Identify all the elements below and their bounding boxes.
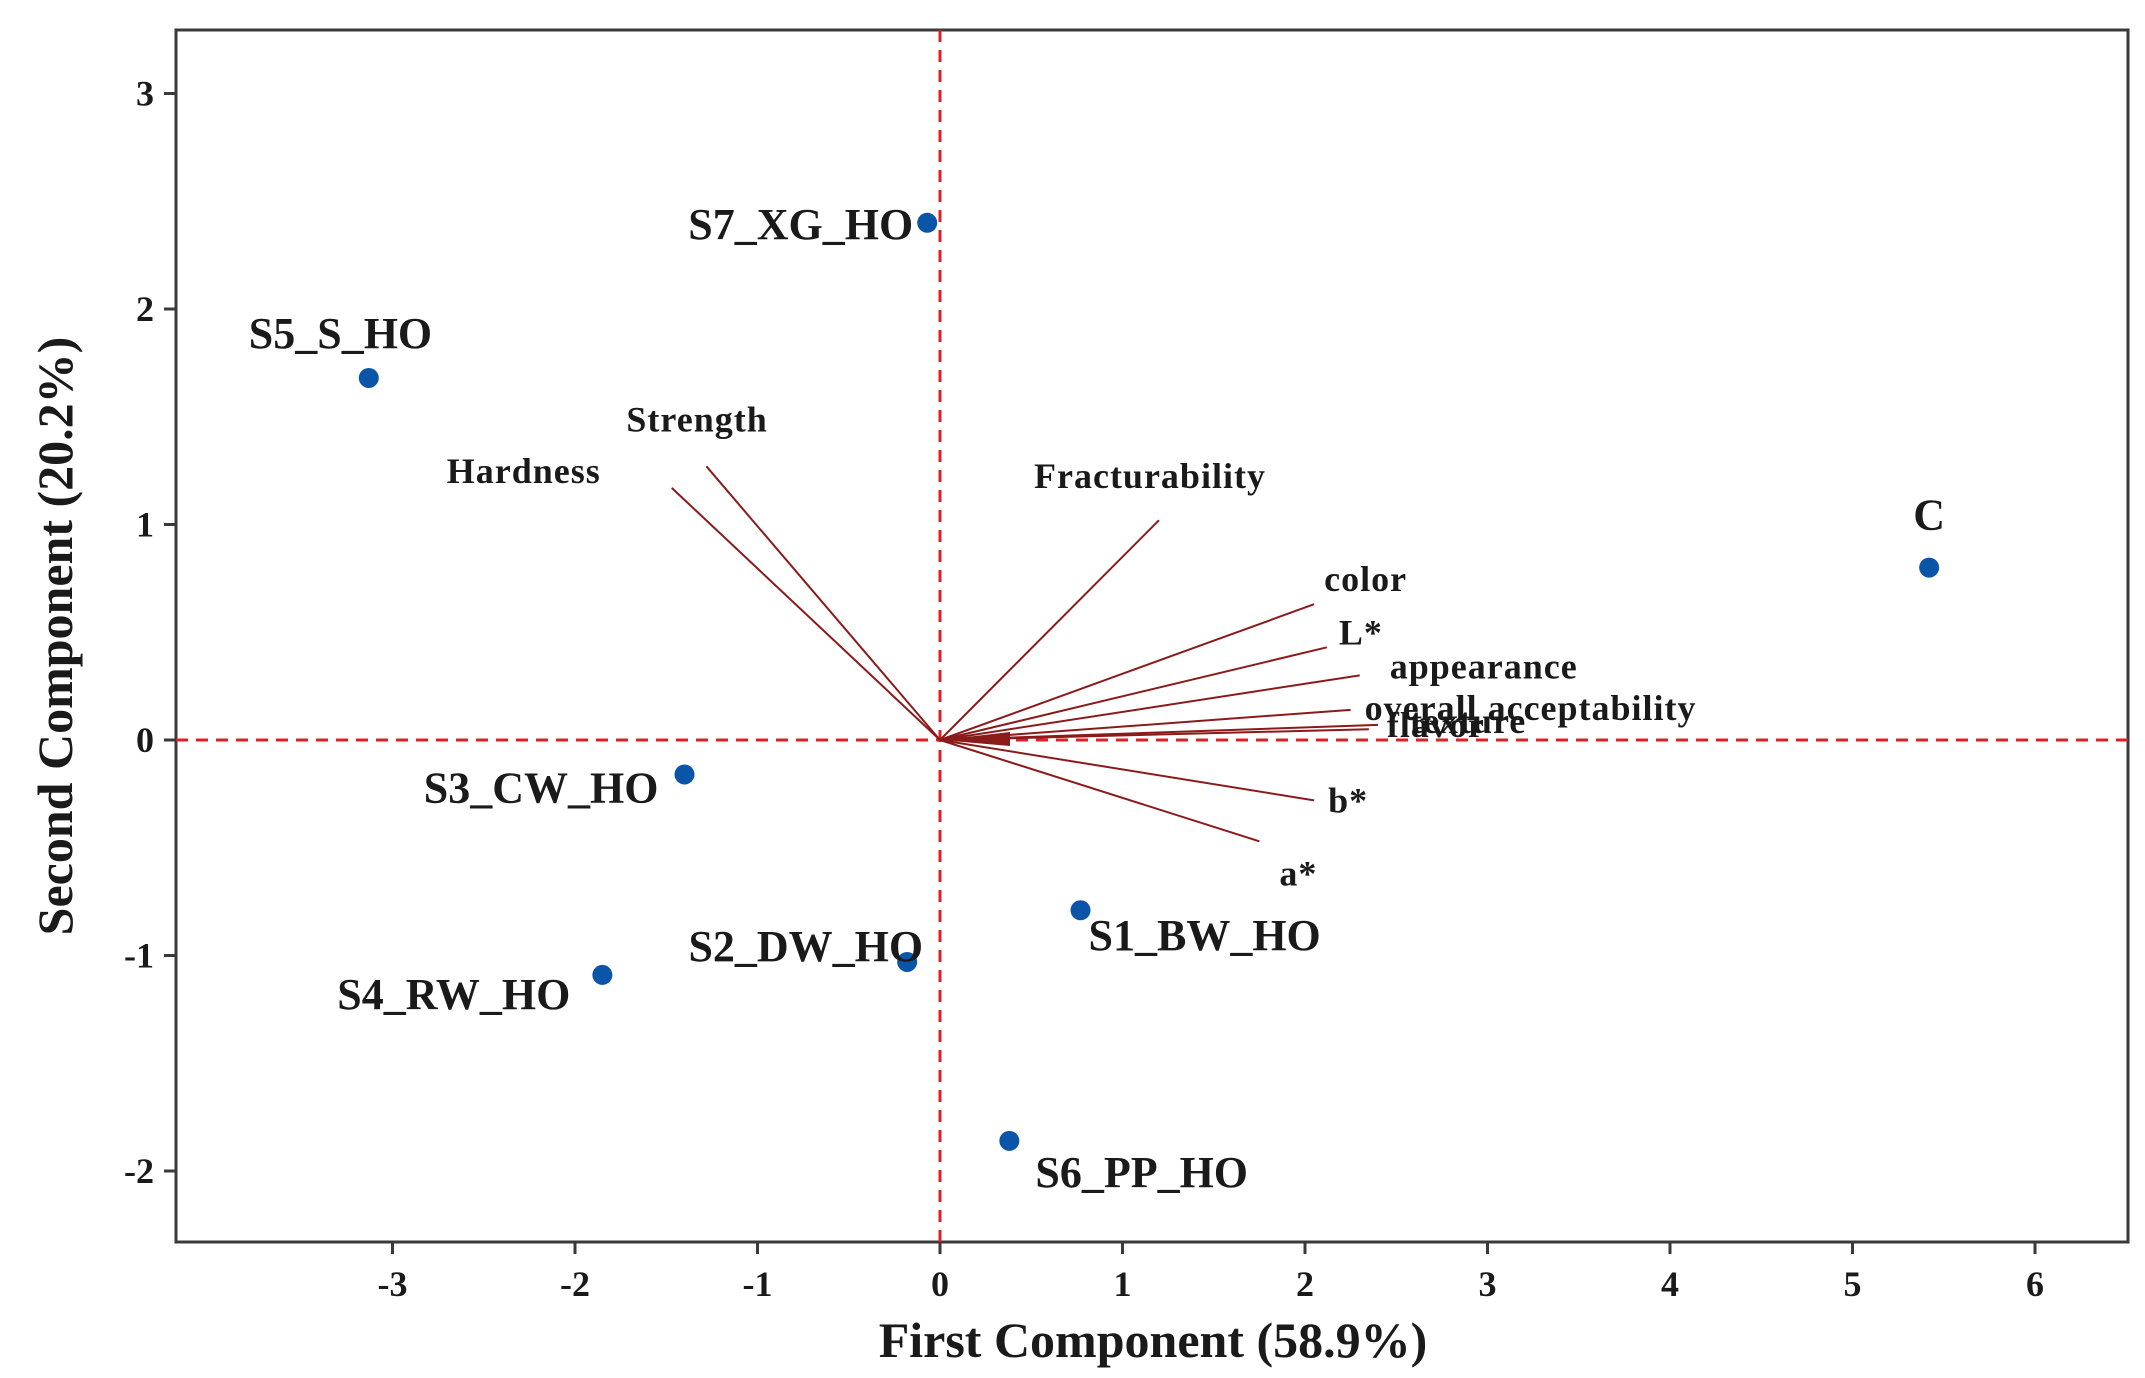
- loading-vector: [939, 674, 1360, 741]
- point-label: S1_BW_HO: [1089, 911, 1321, 960]
- vector-label: flavor: [1387, 705, 1485, 745]
- x-tick-label: 4: [1661, 1264, 1679, 1304]
- vector-label: b*: [1328, 780, 1368, 820]
- vector-label: a*: [1279, 853, 1317, 893]
- x-tick-label: 2: [1296, 1264, 1314, 1304]
- loading-vector: [939, 739, 1260, 843]
- x-tick-label: 0: [931, 1264, 949, 1304]
- vector-label: Hardness: [447, 451, 601, 491]
- loading-vector: [939, 739, 1315, 802]
- point-label: S2_DW_HO: [688, 922, 923, 971]
- score-point: [358, 367, 379, 388]
- score-point: [999, 1130, 1020, 1151]
- loading-vector: [939, 728, 1369, 741]
- vector-label: Fracturability: [1034, 456, 1266, 496]
- y-axis: -2 -1 0 1 2 3: [124, 74, 176, 1191]
- score-point: [917, 212, 938, 233]
- vector-label: L*: [1339, 612, 1383, 652]
- point-label: S6_PP_HO: [1035, 1148, 1248, 1197]
- loading-vector: [939, 603, 1315, 741]
- y-axis-title: Second Component (20.2%): [27, 337, 83, 936]
- reference-lines: [176, 30, 2128, 1242]
- x-tick-label: 1: [1114, 1264, 1132, 1304]
- loading-vector: [939, 519, 1160, 741]
- plot-frame: [174, 28, 2130, 1244]
- y-tick-label: 0: [136, 720, 154, 760]
- score-point: [592, 964, 613, 985]
- vector-label: texture: [1410, 701, 1526, 741]
- vector-label: color: [1324, 559, 1407, 599]
- x-axis: -3 -2 -1 0 1 2 3 4 5 6: [378, 1242, 2044, 1304]
- y-tick-label: 1: [136, 505, 154, 545]
- vector-origin-cluster: [940, 732, 1010, 746]
- score-point: [674, 764, 695, 785]
- loading-vector: [939, 646, 1328, 741]
- x-tick-label: -2: [560, 1264, 590, 1304]
- x-tick-label: -1: [743, 1264, 773, 1304]
- loading-vector: [671, 487, 941, 741]
- vector-label: appearance: [1390, 646, 1578, 686]
- y-tick-label: 3: [136, 74, 154, 114]
- x-tick-label: 6: [2026, 1264, 2044, 1304]
- score-point: [897, 951, 918, 972]
- score-points: S7_XG_HO S5_S_HO C S3_CW_HO S1_BW_HO S2_DW_HO…: [249, 200, 1945, 1197]
- point-label: C: [1913, 491, 1945, 540]
- score-point: [1070, 900, 1091, 921]
- point-label: S3_CW_HO: [424, 763, 659, 812]
- x-tick-label: 5: [1844, 1264, 1862, 1304]
- point-label: S7_XG_HO: [688, 200, 913, 249]
- loading-vector: [705, 465, 941, 741]
- vector-label: Strength: [626, 399, 767, 439]
- vector-label: overall acceptability: [1365, 688, 1697, 728]
- y-tick-label: 2: [136, 289, 154, 329]
- x-tick-label: -3: [378, 1264, 408, 1304]
- x-axis-title: First Component (58.9%): [879, 1312, 1428, 1368]
- x-tick-label: 3: [1479, 1264, 1497, 1304]
- y-tick-label: -1: [124, 936, 154, 976]
- point-label: S4_RW_HO: [337, 970, 570, 1019]
- score-point: [1919, 557, 1940, 578]
- y-tick-label: -2: [124, 1151, 154, 1191]
- point-label: S5_S_HO: [249, 309, 432, 358]
- loading-vectors: Strength Hardness Fracturability color L*app…: [447, 399, 1697, 893]
